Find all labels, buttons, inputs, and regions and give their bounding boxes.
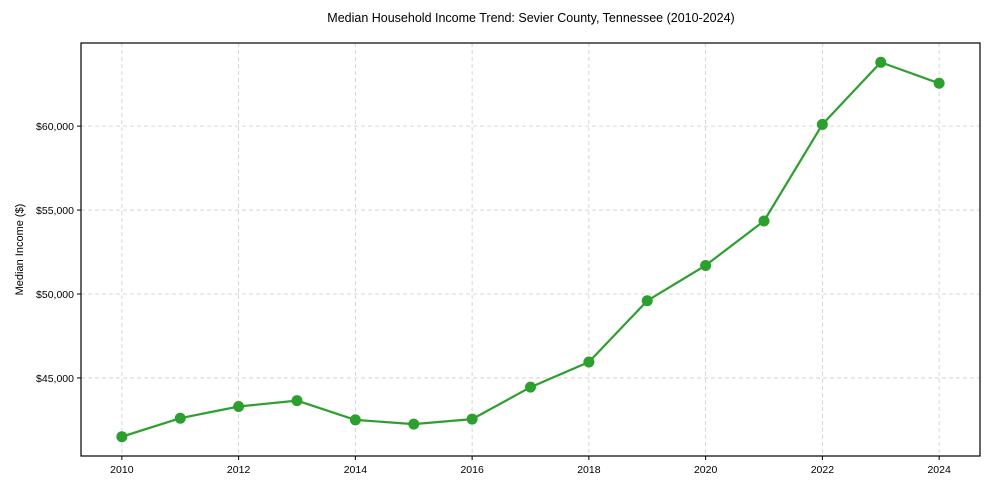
data-series <box>116 56 945 443</box>
x-tick-label: 2018 <box>577 464 601 476</box>
series-line <box>121 61 940 438</box>
data-point-marker <box>408 418 420 430</box>
x-tick-label: 2020 <box>694 464 718 476</box>
data-point-marker <box>641 295 653 307</box>
x-tick-label: 2016 <box>460 464 484 476</box>
data-point-marker <box>583 356 595 368</box>
chart-title: Median Household Income Trend: Sevier Co… <box>327 11 734 25</box>
data-point-marker <box>700 259 712 271</box>
data-point-marker <box>466 413 478 425</box>
y-tick-label: $45,000 <box>36 373 74 385</box>
data-point-marker <box>174 412 186 424</box>
data-point-marker <box>933 77 945 89</box>
x-tick-label: 2024 <box>927 464 951 476</box>
data-point-marker <box>525 381 536 393</box>
data-point-marker <box>875 56 887 68</box>
x-axis: 2010 2012 2014 2016 2018 2020 2022 2024 <box>110 456 951 476</box>
y-axis: $45,000 $50,000 $55,000 $60,000 <box>36 121 81 385</box>
plot-area-frame <box>80 42 981 457</box>
data-point-marker <box>233 400 245 412</box>
x-tick-label: 2010 <box>110 464 134 476</box>
data-point-marker <box>758 215 770 227</box>
data-point-marker <box>116 431 128 443</box>
y-tick-label: $60,000 <box>36 121 74 133</box>
data-point-marker <box>816 118 828 130</box>
x-tick-label: 2012 <box>227 464 251 476</box>
x-tick-label: 2014 <box>344 464 368 476</box>
data-point-marker <box>349 414 361 426</box>
y-tick-label: $55,000 <box>36 205 74 217</box>
x-tick-label: 2022 <box>811 464 835 476</box>
grid-lines <box>81 43 980 456</box>
data-point-marker <box>291 395 303 407</box>
y-axis-label: Median Income ($) <box>14 204 26 296</box>
y-tick-label: $50,000 <box>36 289 74 301</box>
